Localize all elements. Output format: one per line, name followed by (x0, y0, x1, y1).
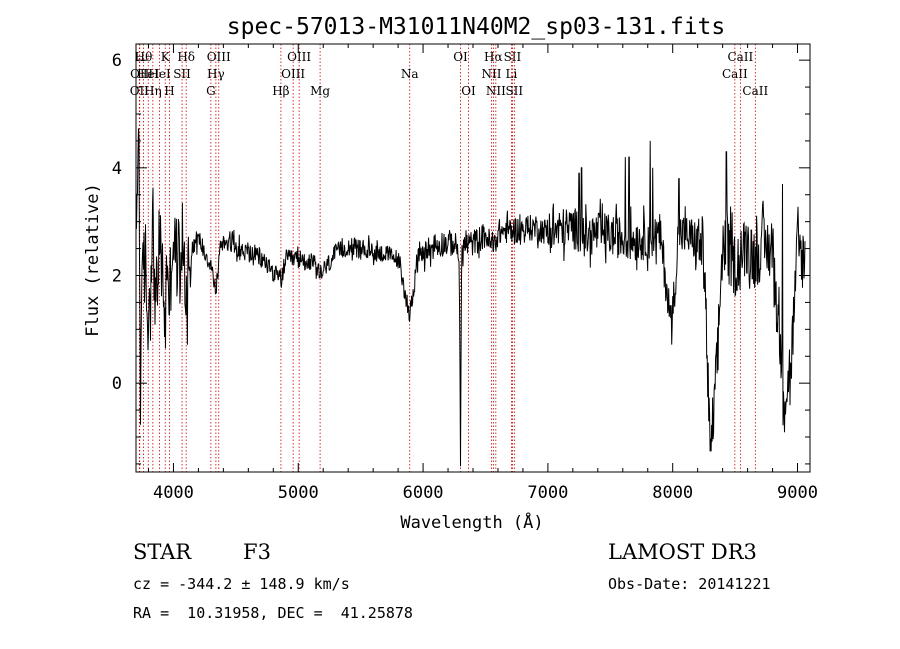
spectral-line-label: G (206, 84, 216, 98)
spectral-line-label: Hδ (177, 50, 195, 64)
spectral-line-label: Mg (310, 84, 330, 98)
x-tick-label: 9000 (777, 483, 818, 503)
survey-label: LAMOST DR3 (608, 540, 757, 564)
y-tick-label: 4 (112, 159, 122, 179)
spectral-line-label: Hβ (272, 84, 289, 98)
spectral-line-label: H (164, 84, 174, 98)
x-tick-label: 4000 (153, 483, 194, 503)
spectral-line-label: Hη (144, 84, 162, 98)
spectral-line-label: Na (401, 67, 419, 81)
x-tick-label: 8000 (652, 483, 693, 503)
redshift-text: cz = -344.2 ± 148.9 km/s (133, 575, 350, 593)
spectral-line-label: CaII (742, 84, 768, 98)
spectral-line-label: OII (130, 67, 150, 81)
y-tick-label: 2 (112, 266, 122, 286)
spectral-line-label: SII (505, 84, 523, 98)
y-tick-label: 6 (112, 51, 122, 71)
spectral-line-label: HeI (148, 67, 171, 81)
x-axis-label: Wavelength (Å) (400, 511, 543, 533)
spectral-line-label: OIII (281, 67, 305, 81)
y-tick-label: 0 (112, 374, 122, 394)
spectral-line-label: OIII (287, 50, 311, 64)
subclass-label: F3 (243, 540, 271, 564)
spectral-line-label: CaII (722, 67, 748, 81)
obs-date-text: Obs-Date: 20141221 (608, 575, 771, 593)
spectral-line-label: NII (481, 67, 501, 81)
chart-title: spec-57013-M31011N40M2_sp03-131.fits (227, 14, 726, 40)
spectral-line-label: OI (461, 84, 476, 98)
spectral-line-markers: OIIOIIHθHeIHηHeIKHSIIHδGHγOIIIHβOIIIOIII… (130, 44, 768, 472)
spectral-line-label: SII (173, 67, 191, 81)
spectrum-series (135, 128, 806, 467)
spectral-line-label: NII (486, 84, 506, 98)
spectral-line-label: Hθ (135, 50, 153, 64)
spectral-line-label: Hγ (207, 67, 225, 81)
y-axis: 0 2 4 6 (112, 51, 810, 465)
class-label: STAR (133, 540, 192, 564)
coordinates-text: RA = 10.31958, DEC = 41.25878 (133, 604, 413, 622)
spectral-line-label: Li (506, 67, 518, 81)
y-axis-label: Flux (relative) (83, 183, 103, 337)
spectral-line-label: K (161, 50, 171, 64)
x-tick-label: 5000 (278, 483, 319, 503)
x-tick-label: 7000 (527, 483, 568, 503)
spectral-line-label: OIII (207, 50, 231, 64)
spectral-line-label: SII (504, 50, 522, 64)
spectral-line-label: CaII (727, 50, 753, 64)
x-axis: 4000 5000 6000 7000 8000 9000 (147, 44, 818, 503)
x-tick-label: 6000 (403, 483, 444, 503)
spectral-line-label: OI (453, 50, 468, 64)
spectrum-line (135, 128, 806, 467)
spectral-line-label: HeI (137, 67, 160, 81)
spectral-line-label: Hα (484, 50, 503, 64)
